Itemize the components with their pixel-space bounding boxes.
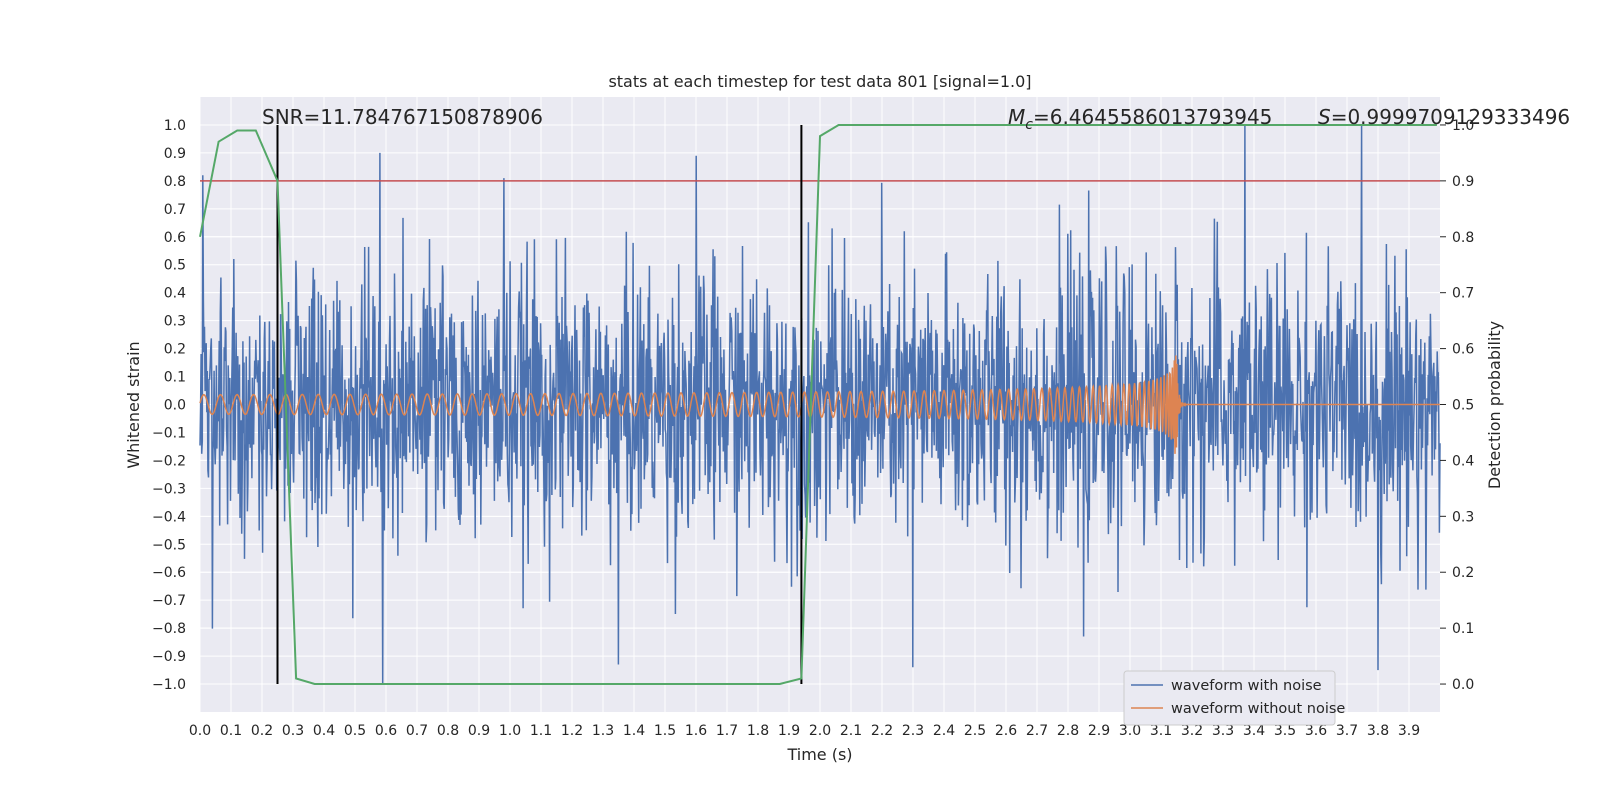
x-tick-label: 1.1 (530, 723, 552, 739)
mc-subscript: c (1025, 117, 1033, 133)
x-tick-label: 2.6 (995, 723, 1017, 739)
x-tick-label: 3.2 (1181, 723, 1203, 739)
y-tick-label: −0.3 (152, 481, 186, 497)
x-tick-label: 2.2 (871, 723, 893, 739)
x-tick-label: 3.5 (1274, 723, 1296, 739)
x-tick-label: 1.9 (778, 723, 800, 739)
x-tick-label: 0.4 (313, 723, 335, 739)
x-tick-label: 3.6 (1305, 723, 1327, 739)
detection-probability-line (199, 124, 1437, 685)
x-tick-label: 3.1 (1150, 723, 1172, 739)
x-tick-label: 1.6 (685, 723, 707, 739)
x-tick-label: 0.8 (437, 723, 459, 739)
y-tick-label: 0.5 (164, 258, 186, 274)
x-tick-label: 3.9 (1398, 723, 1420, 739)
y2-tick-label: 0.7 (1452, 286, 1474, 302)
x-tick-label: 0.7 (406, 723, 428, 739)
x-tick-label: 2.3 (902, 723, 924, 739)
y-tick-label: −0.8 (152, 621, 186, 637)
x-tick-label: 2.8 (1057, 723, 1079, 739)
y-tick-label: 0.3 (164, 314, 186, 330)
y2-axis-label: Detection probability (1485, 321, 1504, 489)
y-tick-label: −0.7 (152, 593, 186, 609)
x-tick-label: 1.4 (623, 723, 645, 739)
chirp-series (199, 355, 1440, 454)
x-tick-label: 0.2 (251, 723, 273, 739)
y2-tick-label: 1.0 (1452, 118, 1474, 134)
chart-title: stats at each timestep for test data 801… (608, 72, 1031, 91)
y2-tick-label: 0.3 (1452, 509, 1474, 525)
y2-tick-label: 0.4 (1452, 453, 1474, 469)
legend-label-clean: waveform without noise (1171, 701, 1345, 717)
mc-value: =6.4645586013793945 (1033, 105, 1272, 129)
y-tick-label: −0.2 (152, 453, 186, 469)
x-tick-label: 1.0 (499, 723, 521, 739)
y-tick-label: 0.2 (164, 342, 186, 358)
overlay-lines (199, 124, 1440, 685)
y2-tick-label: 0.6 (1452, 342, 1474, 358)
mc-symbol: M (1008, 105, 1025, 129)
y2-tick-label: 0.5 (1452, 398, 1474, 414)
x-tick-label: 2.5 (964, 723, 986, 739)
y-tick-label: 1.0 (164, 118, 186, 134)
x-tick-label: 0.1 (220, 723, 242, 739)
x-tick-label: 0.3 (282, 723, 304, 739)
y-tick-label: 0.7 (164, 202, 186, 218)
x-tick-label: 3.4 (1243, 723, 1265, 739)
y2-axis-ticks: 1.0 0.9 0.8 0.7 0.6 0.5 0.4 0.3 0.2 0.1 0.0 (1440, 118, 1474, 693)
x-tick-label: 1.3 (592, 723, 614, 739)
s-value: =0.9999709129333496 (1331, 105, 1570, 129)
snr-annotation: SNR=11.784767150878906 (262, 105, 543, 129)
x-tick-label: 2.7 (1026, 723, 1048, 739)
y2-tick-label: 0.2 (1452, 565, 1474, 581)
y2-tick-label: 0.0 (1452, 677, 1474, 693)
y-axis-label: Whitened strain (124, 341, 143, 468)
x-tick-label: 0.9 (468, 723, 490, 739)
x-tick-label: 1.8 (747, 723, 769, 739)
x-tick-label: 2.9 (1088, 723, 1110, 739)
y-tick-label: 0.1 (164, 370, 186, 386)
s-symbol: S (1318, 105, 1331, 129)
x-tick-label: 3.7 (1336, 723, 1358, 739)
score-annotation: S=0.9999709129333496 (1318, 105, 1570, 129)
y-tick-label: 0.9 (164, 146, 186, 162)
x-tick-label: 2.0 (809, 723, 831, 739)
x-tick-label: 0.5 (344, 723, 366, 739)
x-tick-label: 3.3 (1212, 723, 1234, 739)
y2-tick-label: 0.8 (1452, 230, 1474, 246)
y2-tick-label: 0.1 (1452, 621, 1474, 637)
y-tick-label: 0.4 (164, 286, 186, 302)
x-axis-label: Time (s) (786, 745, 852, 764)
x-tick-label: 0.0 (189, 723, 211, 739)
y-tick-label: −0.4 (152, 509, 186, 525)
y-tick-label: −1.0 (152, 677, 186, 693)
x-tick-label: 1.2 (561, 723, 583, 739)
x-tick-label: 2.4 (933, 723, 955, 739)
y-axis-ticks: 1.0 0.9 0.8 0.7 0.6 0.5 0.4 0.3 0.2 0.1 0.0 −0.1 −0.… (152, 118, 186, 693)
y-tick-label: 0.0 (164, 398, 186, 414)
x-axis-ticks: 0.0 0.1 0.2 0.3 0.4 0.5 0.6 0.7 0.8 0.9 1.0 1.1 1.2 1… (189, 723, 1420, 739)
clean-waveform-line (199, 355, 1440, 454)
chirp-mass-annotation: Mc=6.4645586013793945 (1008, 105, 1272, 133)
x-tick-label: 3.8 (1367, 723, 1389, 739)
legend-label-noise: waveform with noise (1171, 678, 1322, 694)
x-tick-label: 1.5 (654, 723, 676, 739)
y-tick-label: −0.1 (152, 425, 186, 441)
x-tick-label: 3.0 (1119, 723, 1141, 739)
y-tick-label: −0.5 (152, 537, 186, 553)
x-tick-label: 1.7 (716, 723, 738, 739)
legend: waveform with noise waveform without noi… (1123, 670, 1345, 726)
y-tick-label: 0.6 (164, 230, 186, 246)
y2-tick-label: 0.9 (1452, 174, 1474, 190)
legend-box (1123, 670, 1336, 726)
x-tick-label: 2.1 (840, 723, 862, 739)
y-tick-label: −0.6 (152, 565, 186, 581)
y-tick-label: 0.8 (164, 174, 186, 190)
x-tick-label: 0.6 (375, 723, 397, 739)
y-tick-label: −0.9 (152, 649, 186, 665)
